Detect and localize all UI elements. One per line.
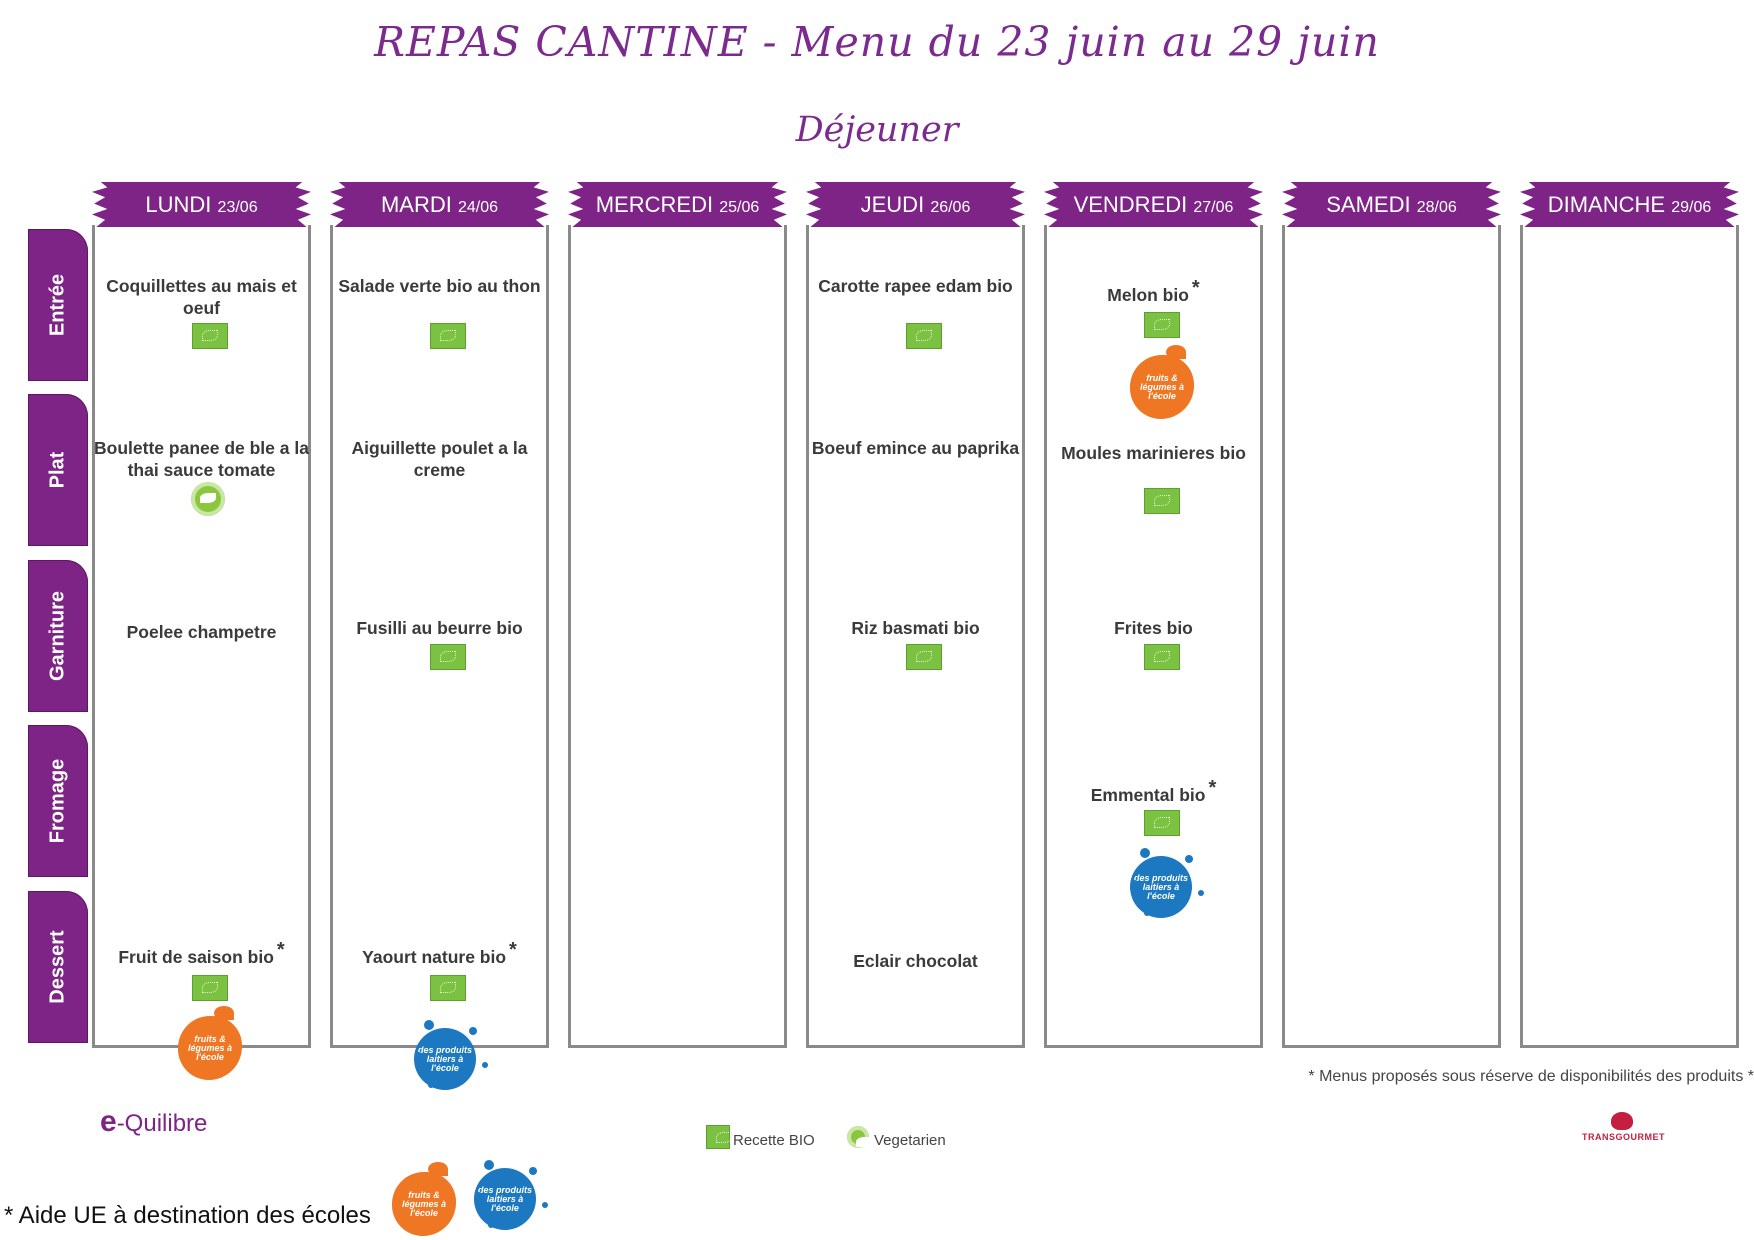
eu-aid-footer: * Aide UE à destination des écoles <box>4 1202 371 1229</box>
day-name: DIMANCHE <box>1547 192 1666 217</box>
row-label-garniture: Garniture <box>28 560 88 712</box>
legend-bio-label: Recette BIO <box>733 1132 815 1149</box>
day-date: 24/06 <box>457 199 499 216</box>
vegetarian-icon <box>191 482 225 516</box>
dish-mardi-entree: Salade verte bio au thon <box>338 276 541 296</box>
fruits-legumes-ecole-logo: fruits & légumes à l'école <box>178 1006 242 1080</box>
row-label-entree: Entrée <box>28 229 88 381</box>
day-date: 28/06 <box>1416 199 1457 216</box>
dish-lundi-garniture: Poelee champetre <box>126 622 277 642</box>
day-column-vendredi <box>1044 225 1263 1048</box>
dish-text: Emmental bio <box>1090 785 1206 805</box>
day-name: VENDREDI <box>1073 192 1188 217</box>
bio-leaf-icon <box>430 323 466 349</box>
dish-text: Fruit de saison bio <box>118 947 274 967</box>
eu-aid-star: * <box>509 939 517 961</box>
bio-leaf-icon <box>1144 488 1180 514</box>
transgourmet-text: TRANSGOURMET <box>1582 1132 1665 1142</box>
footer-fruits-legumes-logo: fruits & légumes à l'école <box>392 1162 456 1236</box>
bio-leaf-icon <box>430 975 466 1001</box>
equilibre-logo: e-Quilibre <box>100 1105 207 1139</box>
day-column-mercredi <box>568 225 787 1048</box>
day-header-lundi: LUNDI 23/06 <box>92 182 311 227</box>
day-date: 29/06 <box>1671 199 1712 216</box>
page-title: REPAS CANTINE - Menu du 23 juin au 29 ju… <box>374 18 1380 66</box>
transgourmet-logo: TRANSGOURMET <box>1582 1112 1665 1146</box>
day-column-jeudi <box>806 225 1025 1048</box>
day-header-vendredi: VENDREDI 27/06 <box>1044 182 1263 227</box>
day-header-mardi: MARDI 24/06 <box>330 182 549 227</box>
day-date: 25/06 <box>719 199 760 216</box>
bio-leaf-icon <box>906 323 942 349</box>
day-name: JEUDI <box>860 192 925 217</box>
transgourmet-mark-icon <box>1611 1112 1633 1130</box>
dish-jeudi-dessert: Eclair chocolat <box>853 951 978 971</box>
dish-lundi-plat: Boulette panee de ble a la thai sauce to… <box>94 438 309 480</box>
legend-vegetarian-icon <box>847 1126 872 1148</box>
day-date: 23/06 <box>217 199 258 216</box>
row-label-text: Entrée <box>46 273 69 337</box>
dish-vendredi-plat: Moules marinieres bio <box>1061 443 1246 463</box>
row-label-text: Fromage <box>46 758 69 844</box>
day-name: SAMEDI <box>1326 192 1411 217</box>
day-date: 27/06 <box>1193 199 1234 216</box>
footer-produits-laitiers-logo: des produits laitiers à l'école <box>474 1160 536 1230</box>
eu-aid-star: * <box>1208 777 1217 799</box>
dish-mardi-dessert: Yaourt nature bio * <box>330 939 549 968</box>
dish-mardi-garniture: Fusilli au beurre bio <box>356 618 523 638</box>
row-label-fromage: Fromage <box>28 725 88 877</box>
bio-leaf-icon <box>192 975 228 1001</box>
fruits-legumes-ecole-logo: fruits & légumes à l'école <box>1130 345 1194 419</box>
eu-aid-star: * <box>1191 277 1200 299</box>
bio-leaf-icon <box>1144 644 1180 670</box>
bio-leaf-icon <box>430 644 466 670</box>
produits-laitiers-ecole-logo: des produits laitiers à l'école <box>1130 848 1192 918</box>
legend-bio-icon <box>706 1125 732 1149</box>
bio-leaf-icon <box>906 644 942 670</box>
row-label-text: Garniture <box>46 590 69 682</box>
meal-subtitle: Déjeuner <box>795 110 959 150</box>
row-label-plat: Plat <box>28 394 88 546</box>
day-column-dimanche <box>1520 225 1739 1048</box>
bio-leaf-icon <box>1144 312 1180 338</box>
dish-jeudi-entree: Carotte rapee edam bio <box>818 276 1013 296</box>
bio-leaf-icon <box>1144 810 1180 836</box>
dish-mardi-plat: Aiguillette poulet a la creme <box>351 438 528 480</box>
row-label-dessert: Dessert <box>28 891 88 1043</box>
day-name: MARDI <box>380 192 452 217</box>
availability-note: * Menus proposés sous réserve de disponi… <box>1308 1068 1754 1085</box>
row-label-text: Plat <box>46 451 69 489</box>
day-header-jeudi: JEUDI 26/06 <box>806 182 1025 227</box>
day-header-mercredi: MERCREDI 25/06 <box>568 182 787 227</box>
legend-vegetarian-label: Vegetarien <box>874 1132 946 1149</box>
dish-vendredi-fromage: Emmental bio * <box>1044 777 1263 806</box>
day-column-samedi <box>1282 225 1501 1048</box>
row-label-text: Dessert <box>46 930 69 1004</box>
dish-vendredi-garniture: Frites bio <box>1114 618 1193 638</box>
dish-lundi-dessert: Fruit de saison bio * <box>92 939 311 968</box>
equilibre-text: -Quilibre <box>116 1110 208 1137</box>
dish-jeudi-plat: Boeuf emince au paprika <box>811 438 1020 458</box>
equilibre-letter: e <box>100 1105 117 1138</box>
dish-text: Melon bio <box>1107 285 1189 305</box>
dish-text: Yaourt nature bio <box>362 947 507 967</box>
day-name: LUNDI <box>145 192 212 217</box>
day-date: 26/06 <box>930 199 971 216</box>
dish-lundi-entree: Coquillettes au mais et oeuf <box>106 276 297 318</box>
day-header-samedi: SAMEDI 28/06 <box>1282 182 1501 227</box>
dish-vendredi-entree: Melon bio * <box>1044 277 1263 306</box>
produits-laitiers-ecole-logo: des produits laitiers à l'école <box>414 1020 476 1090</box>
day-header-dimanche: DIMANCHE 29/06 <box>1520 182 1739 227</box>
day-name: MERCREDI <box>595 192 714 217</box>
bio-leaf-icon <box>192 323 228 349</box>
eu-aid-star: * <box>276 939 285 961</box>
dish-jeudi-garniture: Riz basmati bio <box>851 618 980 638</box>
